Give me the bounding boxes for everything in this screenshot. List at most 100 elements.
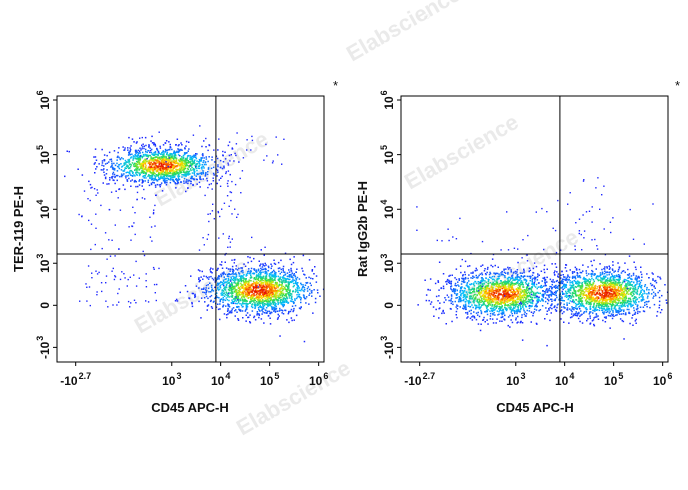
event-dot xyxy=(223,165,225,167)
event-dot xyxy=(255,282,257,285)
event-dot xyxy=(497,295,499,298)
event-dot xyxy=(479,273,482,275)
event-dot xyxy=(89,304,91,307)
event-dot xyxy=(249,314,251,316)
event-dot xyxy=(136,156,139,158)
event-dot xyxy=(284,293,287,295)
event-dot xyxy=(142,164,144,166)
event-dot xyxy=(471,298,474,300)
event-dot xyxy=(487,303,490,306)
event-dot xyxy=(200,178,202,181)
event-dot xyxy=(258,271,261,273)
event-dot xyxy=(238,290,241,292)
event-dot xyxy=(250,305,253,308)
event-dot xyxy=(544,279,546,282)
event-dot xyxy=(128,177,130,180)
event-dot xyxy=(249,285,252,287)
event-dot xyxy=(500,298,502,301)
event-dot xyxy=(516,275,518,277)
event-dot xyxy=(228,306,231,308)
event-dot xyxy=(271,275,273,277)
event-dot xyxy=(213,174,215,176)
event-dot xyxy=(504,275,506,277)
event-dot xyxy=(473,285,476,287)
event-dot xyxy=(304,288,306,291)
event-dot xyxy=(120,157,123,159)
event-dot xyxy=(258,286,261,288)
event-dot xyxy=(289,278,291,281)
event-dot xyxy=(244,283,246,285)
event-dot xyxy=(170,163,173,166)
event-dot xyxy=(245,295,247,297)
event-dot xyxy=(508,296,511,299)
event-dot xyxy=(240,279,242,282)
event-dot xyxy=(293,284,295,287)
event-dot xyxy=(478,274,480,277)
event-dot xyxy=(114,224,116,226)
event-dot xyxy=(205,172,207,174)
event-dot xyxy=(168,164,170,166)
event-dot xyxy=(211,272,213,274)
event-dot xyxy=(450,280,453,283)
event-dot xyxy=(499,320,501,322)
event-dot xyxy=(519,286,521,289)
event-dot xyxy=(146,151,148,154)
event-dot xyxy=(293,279,296,282)
event-dot xyxy=(285,288,287,291)
event-dot xyxy=(242,305,244,308)
event-dot xyxy=(456,296,458,299)
event-dot xyxy=(219,298,222,301)
event-dot xyxy=(502,308,505,311)
event-dot xyxy=(480,280,482,282)
event-dot xyxy=(211,307,214,309)
event-dot xyxy=(522,301,525,303)
event-dot xyxy=(128,136,130,139)
event-dot xyxy=(257,303,259,306)
event-dot xyxy=(502,291,504,293)
event-dot xyxy=(210,286,213,289)
event-dot xyxy=(243,288,245,291)
tick-label: 105 xyxy=(35,145,52,164)
event-dot xyxy=(469,306,471,308)
event-dot xyxy=(270,285,272,287)
event-dot xyxy=(68,150,70,153)
event-dot xyxy=(157,166,159,169)
event-dot xyxy=(140,162,143,165)
event-dot xyxy=(270,291,273,294)
event-dot xyxy=(271,162,274,164)
event-dot xyxy=(144,163,147,165)
event-dot xyxy=(268,303,270,305)
event-dot xyxy=(161,157,163,160)
event-dot xyxy=(524,281,527,284)
event-dot xyxy=(485,310,487,313)
event-dot xyxy=(245,309,247,311)
event-dot xyxy=(175,157,178,160)
event-dot xyxy=(234,183,237,186)
event-dot xyxy=(241,277,243,280)
event-dot xyxy=(154,292,156,294)
event-dot xyxy=(129,165,132,168)
event-dot xyxy=(153,283,156,286)
event-dot xyxy=(490,298,492,301)
event-dot xyxy=(141,171,144,174)
event-dot xyxy=(273,269,275,272)
event-dot xyxy=(181,144,183,146)
event-dot xyxy=(136,158,139,160)
event-dot xyxy=(273,278,276,280)
event-dot xyxy=(152,178,154,180)
event-dot xyxy=(181,161,183,163)
event-dot xyxy=(208,291,210,293)
event-dot xyxy=(240,276,243,278)
event-dot xyxy=(225,284,228,287)
event-dot xyxy=(220,292,222,295)
event-dot xyxy=(183,182,185,184)
event-dot xyxy=(458,299,460,301)
event-dot xyxy=(528,267,531,269)
event-dot xyxy=(513,302,515,305)
event-dot xyxy=(309,292,311,295)
event-dot xyxy=(440,287,442,290)
event-dot xyxy=(259,306,262,308)
event-dot xyxy=(490,290,492,293)
event-dot xyxy=(89,199,91,202)
event-dot xyxy=(262,287,265,289)
